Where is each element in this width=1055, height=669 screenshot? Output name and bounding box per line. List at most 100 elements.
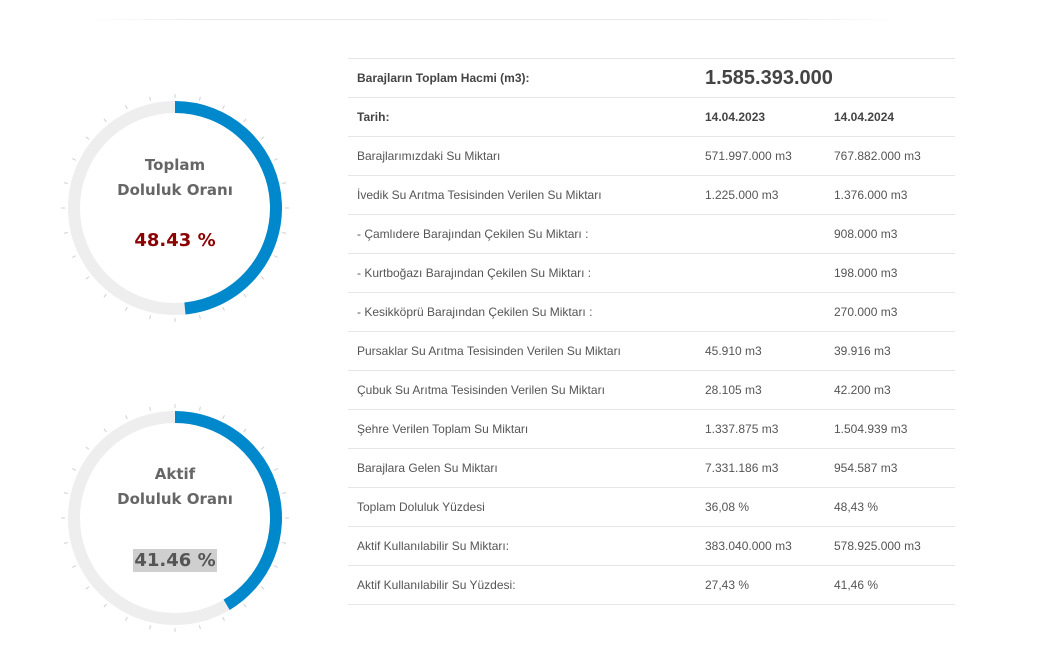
value-2024: 908.000 m3 [825,214,955,254]
gauge-tick [63,541,68,544]
gauge-tick [85,136,90,140]
gauge-tick [222,105,225,110]
gauge-tick [222,306,225,311]
gauge-tick [222,415,225,420]
table-row: Barajlara Gelen Su Miktarı 7.331.186 m3 95… [348,448,955,488]
gauge-tick [260,446,265,450]
value-2024: 1.504.939 m3 [825,409,955,449]
value-2023: 1.225.000 m3 [696,175,825,215]
table-row: - Kesikköprü Barajından Çekilen Su Mikta… [348,292,955,332]
row-label: Aktif Kullanılabilir Su Yüzdesi: [348,565,696,605]
gauge-tick [125,415,128,420]
value-2024: 1.376.000 m3 [825,175,955,215]
row-label: - Çamlıdere Barajından Çekilen Su Miktar… [348,214,696,254]
value-2024: 42.200 m3 [825,370,955,410]
gauge-tick [103,118,107,123]
gauge-tick [63,492,68,495]
gauge-tick [243,118,247,123]
value-2024: 48,43 % [825,487,955,527]
row-label: - Kurtboğazı Barajından Çekilen Su Mikta… [348,253,696,293]
value-2024: 954.587 m3 [825,448,955,488]
value-2023: 28.105 m3 [696,370,825,410]
gauge-tick [282,541,287,544]
value-2024: 41,46 % [825,565,955,605]
gauge-title: Toplam Doluluk Oranı [55,153,295,203]
row-label: Aktif Kullanılabilir Su Miktarı: [348,526,696,566]
value-2024: 198.000 m3 [825,253,955,293]
gauge-tick [63,182,68,185]
top-divider [88,19,896,20]
gauge-value: 41.46 % [55,549,295,573]
table-row: - Kurtboğazı Barajından Çekilen Su Mikta… [348,253,955,293]
row-label: - Kesikköprü Barajından Çekilen Su Mikta… [348,292,696,332]
row-label: Şehre Verilen Toplam Su Miktarı [348,409,696,449]
gauge-tick [243,293,247,298]
table-row: Aktif Kullanılabilir Su Yüzdesi: 27,43 % 4… [348,565,955,605]
gauge-tick [103,428,107,433]
capacity-label: Barajların Toplam Hacmi (m3): [348,58,696,98]
gauge-tick [125,616,128,621]
gauge-tick [149,315,152,320]
total-fill-gauge-graphic [61,94,289,322]
gauge-tick [149,625,152,630]
value-2023: 383.040.000 m3 [696,526,825,566]
gauge-progress-arc [174,101,282,315]
gauge-tick [243,428,247,433]
table-row: Pursaklar Su Arıtma Tesisinden Verilen S… [348,331,955,371]
gauge-tick [72,565,77,568]
gauge-tick [149,96,152,101]
gauge-tick [85,586,90,590]
gauge-progress-arc [174,411,282,610]
capacity-row: Barajların Toplam Hacmi (m3): 1.585.393.… [348,58,955,98]
row-label: Pursaklar Su Arıtma Tesisinden Verilen S… [348,331,696,371]
value-2023: 571.997.000 m3 [696,136,825,176]
gauge-tick [103,293,107,298]
gauge-tick [103,603,107,608]
active-fill-gauge: Aktif Doluluk Oranı 41.46 % [55,398,295,638]
value-2024: 270.000 m3 [825,292,955,332]
total-fill-value: 48.43 % [134,230,216,251]
table-row: Barajlarımızdaki Su Miktarı 571.997.000 m… [348,136,955,176]
gauge-tick [282,231,287,234]
value-2023: 45.910 m3 [696,331,825,371]
table-row: Çubuk Su Arıtma Tesisinden Verilen Su Mi… [348,370,955,410]
gauge-tick [273,158,278,161]
gauge-tick [125,105,128,110]
gauge-tick [198,315,201,320]
gauge-tick [260,276,265,280]
row-label: İvedik Su Arıtma Tesisinden Verilen Su M… [348,175,696,215]
gauge-tick [198,96,201,101]
table-row: Aktif Kullanılabilir Su Miktarı: 383.040.… [348,526,955,566]
value-2023 [696,292,825,332]
date-label: Tarih: [348,97,696,137]
value-2023: 7.331.186 m3 [696,448,825,488]
gauge-tick [273,565,278,568]
gauge-title-line2: Doluluk Oranı [117,490,233,508]
gauge-tick [243,603,247,608]
gauge-tick [282,182,287,185]
active-fill-value: 41.46 % [133,549,217,572]
date-header-row: Tarih: 14.04.2023 14.04.2024 [348,97,955,137]
table-row: İvedik Su Arıtma Tesisinden Verilen Su M… [348,175,955,215]
gauge-tick [198,625,201,630]
gauge-title-line2: Doluluk Oranı [117,181,233,199]
gauge-tick [282,492,287,495]
date-2024: 14.04.2024 [825,97,955,137]
value-2023: 36,08 % [696,487,825,527]
gauge-title-line1: Toplam [144,156,206,174]
value-2024: 767.882.000 m3 [825,136,955,176]
capacity-value: 1.585.393.000 [696,58,955,98]
row-label: Barajlarımızdaki Su Miktarı [348,136,696,176]
gauge-tick [149,406,152,411]
dam-statistics-table: Barajların Toplam Hacmi (m3): 1.585.393.… [348,58,955,605]
table-row: Toplam Doluluk Yüzdesi 36,08 % 48,43 % [348,487,955,527]
value-2023 [696,214,825,254]
gauge-tick [222,616,225,621]
gauge-tick [198,406,201,411]
value-2023 [696,253,825,293]
gauge-tick [85,446,90,450]
total-fill-gauge: Toplam Doluluk Oranı 48.43 % [55,88,295,328]
value-2023: 1.337.875 m3 [696,409,825,449]
row-label: Barajlara Gelen Su Miktarı [348,448,696,488]
value-2024: 578.925.000 m3 [825,526,955,566]
